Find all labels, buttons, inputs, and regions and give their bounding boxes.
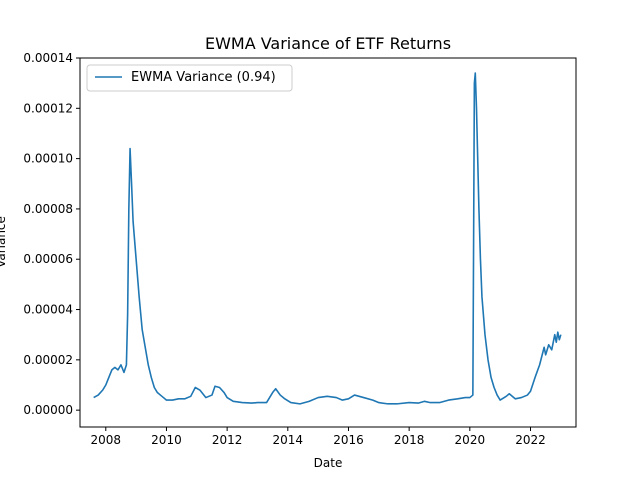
legend-label: EWMA Variance (0.94)	[131, 70, 276, 85]
y-axis: 0.00000 0.00002 0.00004 0.00006 0.00008 0.000…	[23, 51, 80, 417]
legend-box	[86, 64, 293, 92]
y-tick-label: 0.00006	[23, 252, 73, 266]
x-tick-label: 2008	[91, 433, 122, 447]
y-axis-label: Variance	[0, 216, 8, 268]
x-tick-label: 2018	[394, 433, 425, 447]
x-tick-label: 2010	[151, 433, 182, 447]
x-tick-label: 2022	[515, 433, 546, 447]
x-tick-label: 2012	[212, 433, 243, 447]
y-tick-label: 0.00010	[23, 152, 73, 166]
y-tick-label: 0.00008	[23, 202, 73, 216]
plot-frame	[79, 57, 577, 428]
x-tick-label: 2020	[455, 433, 486, 447]
series-line-ewma-variance	[93, 72, 562, 405]
y-tick-label: 0.00000	[23, 403, 73, 417]
legend: EWMA Variance (0.94)	[86, 64, 293, 92]
y-tick-label: 0.00012	[23, 101, 73, 115]
y-tick-label: 0.00004	[23, 303, 73, 317]
x-axis: 2008 2010 2012 2014 2016 2018 2020 2022	[91, 427, 546, 447]
x-tick-label: 2016	[333, 433, 364, 447]
plot-area	[79, 57, 577, 428]
chart-title: EWMA Variance of ETF Returns	[205, 34, 451, 53]
y-tick-label: 0.00002	[23, 353, 73, 367]
x-tick-label: 2014	[273, 433, 304, 447]
x-axis-label: Date	[314, 456, 343, 470]
y-tick-label: 0.00014	[23, 51, 73, 65]
